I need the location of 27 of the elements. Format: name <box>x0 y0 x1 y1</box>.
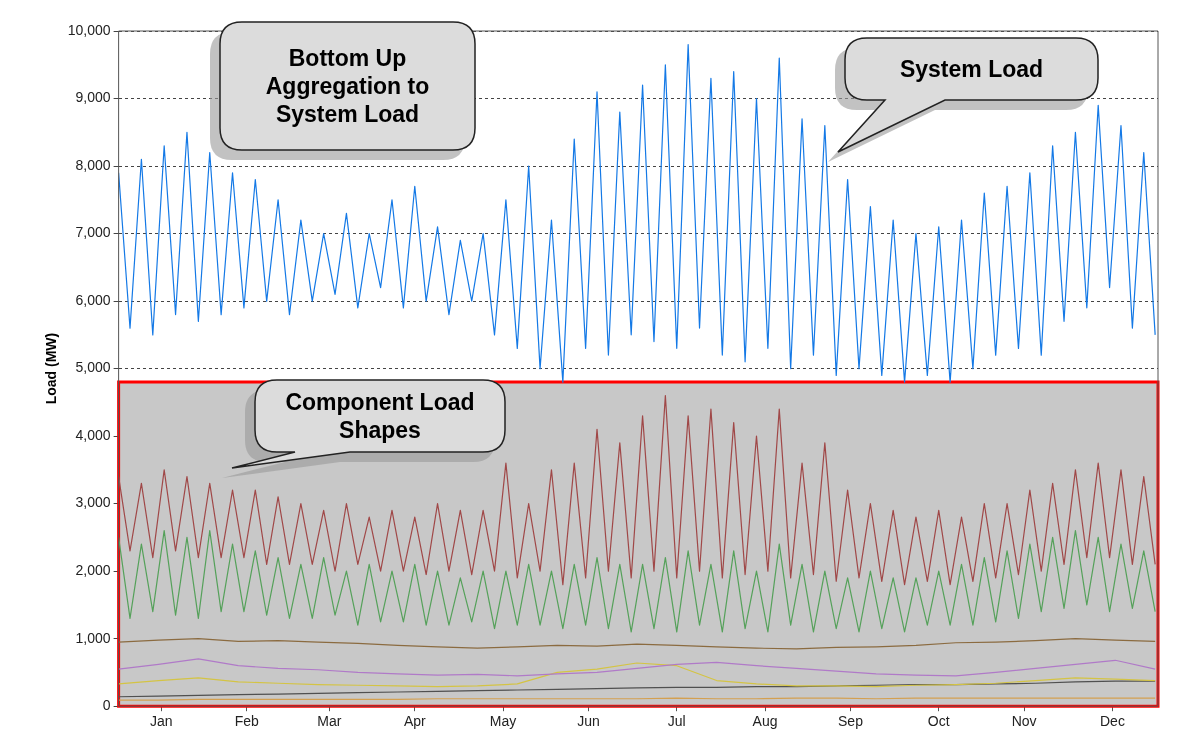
x-tick-label: Sep <box>838 713 864 730</box>
x-tick-label: Oct <box>927 713 950 730</box>
x-tick-label: Dec <box>1099 713 1125 730</box>
x-tick-label: May <box>489 713 517 730</box>
y-tick-label: 5,000 <box>75 359 111 376</box>
y-tick-label: 6,000 <box>75 291 111 308</box>
x-tick-label: Jan <box>150 713 173 730</box>
y-tick-label: 4,000 <box>75 426 111 443</box>
y-tick-label: 1,000 <box>75 629 111 646</box>
y-tick-label: 7,000 <box>75 224 111 241</box>
y-tick-label: 10,000 <box>67 21 111 38</box>
x-tick-label: Mar <box>317 713 342 730</box>
x-tick-label: Jul <box>667 713 686 730</box>
x-tick-label: Aug <box>752 713 778 730</box>
y-axis-title: Load (MW) <box>43 332 60 405</box>
x-tick-label: Feb <box>234 713 260 730</box>
y-tick-label: 2,000 <box>75 562 111 579</box>
annotation: Component Load Shapes <box>284 388 476 444</box>
x-tick-label: Jun <box>577 713 600 730</box>
annotation: Bottom Up Aggregation to System Load <box>264 44 431 128</box>
y-tick-label: 8,000 <box>75 156 111 173</box>
annotation: System Load <box>898 55 1045 83</box>
y-tick-label: 3,000 <box>75 494 111 511</box>
x-tick-label: Apr <box>403 713 426 730</box>
y-tick-label: 0 <box>102 697 111 714</box>
x-tick-label: Nov <box>1011 713 1037 730</box>
y-tick-label: 9,000 <box>75 89 111 106</box>
